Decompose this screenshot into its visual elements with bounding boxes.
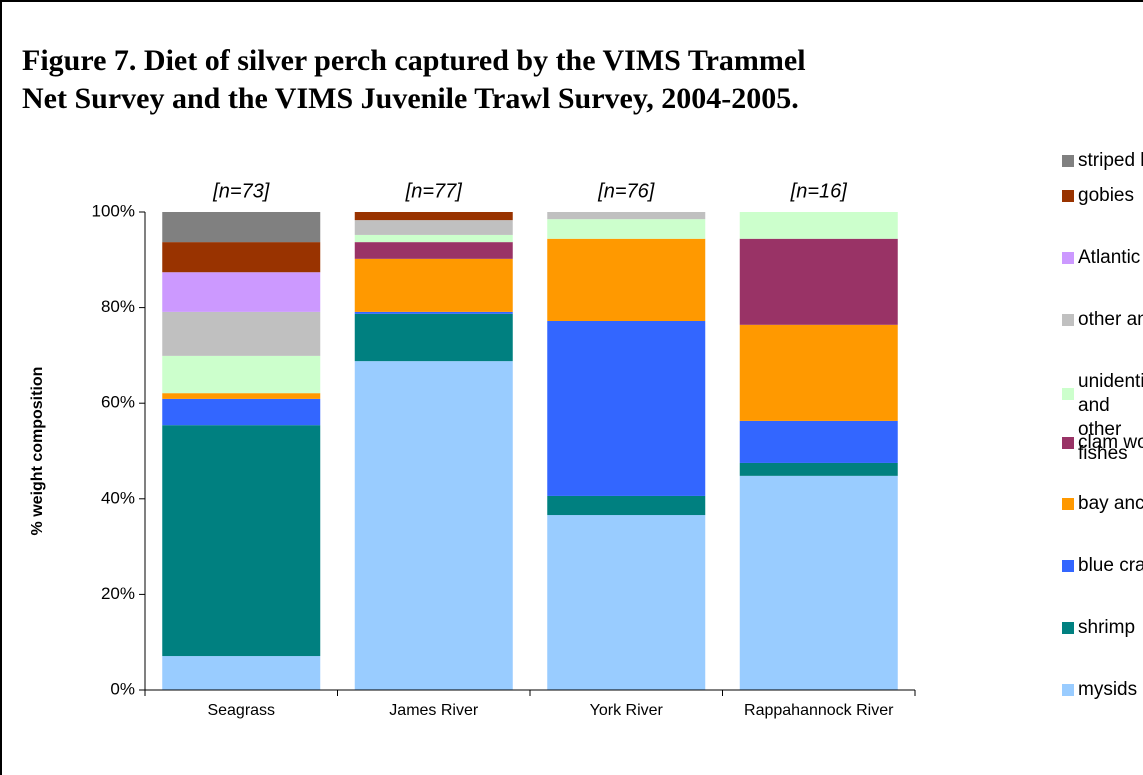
bar-segment <box>162 311 321 356</box>
bar-segment <box>354 220 513 235</box>
y-tick-label: 40% <box>101 488 135 507</box>
bar-segment <box>547 219 706 239</box>
bar-segment <box>739 420 898 463</box>
legend-label: gobies <box>1078 185 1134 206</box>
x-tick-label: Rappahannock River <box>744 702 894 719</box>
bar-segment <box>739 238 898 325</box>
bar-segment <box>547 495 706 516</box>
legend-label: striped killifish <box>1078 150 1143 171</box>
bar-segment <box>739 475 898 690</box>
bar-segment <box>547 238 706 321</box>
legend-label: clam worms <box>1078 432 1143 453</box>
bar-segment <box>162 212 321 243</box>
bar-segment <box>162 393 321 399</box>
y-tick-label: 80% <box>101 297 135 316</box>
legend-label: mysids <box>1078 679 1138 700</box>
y-tick-label: 60% <box>101 393 135 412</box>
legend-label: bay anchovy <box>1078 493 1143 514</box>
legend-label: shrimp <box>1078 617 1136 638</box>
legend-swatch <box>1062 388 1074 400</box>
bar-segment <box>162 398 321 426</box>
bar-segment <box>354 242 513 259</box>
x-tick-label: York River <box>589 702 663 719</box>
x-tick-label: James River <box>389 702 479 719</box>
bar-segment <box>547 515 706 690</box>
legend-swatch <box>1062 684 1074 696</box>
x-tick-label: Seagrass <box>207 702 276 719</box>
legend-swatch <box>1062 437 1074 449</box>
bar-segment <box>162 242 321 273</box>
bar-segment <box>162 425 321 657</box>
legend-swatch <box>1062 560 1074 572</box>
bar-segment <box>162 656 321 690</box>
sample-size: [n=76] <box>597 180 655 202</box>
bar-segment <box>354 311 513 314</box>
bar-segment <box>162 355 321 394</box>
bar-segment <box>354 313 513 362</box>
legend-swatch <box>1062 155 1074 167</box>
sample-size: [n=16] <box>790 180 848 202</box>
legend-swatch <box>1062 190 1074 202</box>
bar-segment <box>547 320 706 496</box>
legend-swatch <box>1062 498 1074 510</box>
bar-segment <box>354 361 513 690</box>
bar-segment <box>547 212 706 220</box>
bar-segment <box>739 212 898 239</box>
chart-title: Figure 7. Diet of silver perch captured … <box>22 44 806 115</box>
legend-label: Atlantic silversides <box>1078 247 1143 268</box>
bar-segment <box>354 212 513 221</box>
bar-segment <box>354 234 513 243</box>
bar-segment <box>162 272 321 312</box>
bar-segment <box>739 324 898 421</box>
y-tick-label: 100% <box>92 201 135 220</box>
y-tick-label: 0% <box>110 679 135 698</box>
legend-label: blue crabs <box>1078 555 1143 576</box>
sample-size: [n=77] <box>405 180 463 202</box>
y-tick-label: 20% <box>101 584 135 603</box>
legend-swatch <box>1062 622 1074 634</box>
sample-size: [n=73] <box>212 180 270 202</box>
y-axis-label: % weight composition <box>29 367 46 536</box>
legend-label: unidentified and other fishes <box>1078 371 1143 464</box>
bar-segment <box>739 462 898 476</box>
legend-label: other animals <box>1078 309 1143 330</box>
legend-swatch <box>1062 314 1074 326</box>
legend-swatch <box>1062 252 1074 264</box>
bar-segment <box>354 258 513 312</box>
